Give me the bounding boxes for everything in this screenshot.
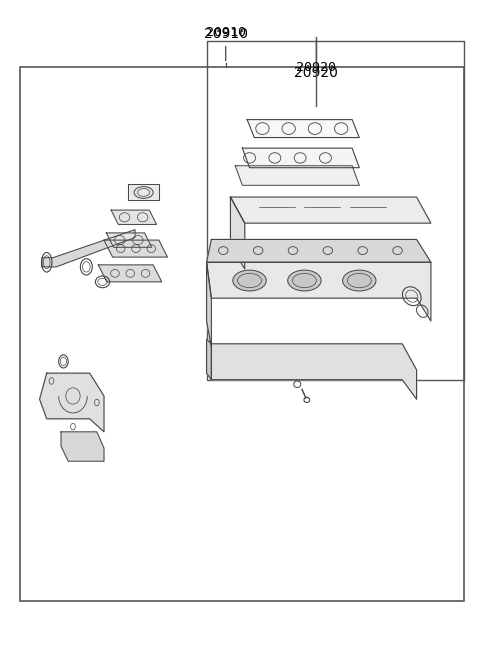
Polygon shape	[128, 184, 159, 200]
Polygon shape	[61, 432, 104, 461]
Text: 20910: 20910	[206, 26, 246, 39]
Polygon shape	[107, 233, 152, 248]
Polygon shape	[242, 148, 360, 168]
Polygon shape	[235, 166, 360, 185]
Polygon shape	[206, 262, 431, 321]
Polygon shape	[39, 373, 104, 432]
Polygon shape	[211, 344, 417, 400]
Polygon shape	[206, 339, 211, 380]
Text: 20910: 20910	[204, 26, 248, 41]
Bar	[21, 67, 464, 601]
Ellipse shape	[343, 270, 376, 291]
Polygon shape	[104, 240, 168, 257]
Polygon shape	[206, 240, 431, 262]
Polygon shape	[230, 197, 245, 269]
Text: 20920: 20920	[296, 62, 336, 75]
Polygon shape	[206, 262, 211, 347]
Text: 20920: 20920	[294, 66, 338, 80]
Polygon shape	[247, 120, 360, 138]
Ellipse shape	[233, 270, 266, 291]
Polygon shape	[111, 210, 156, 225]
Bar	[206, 41, 464, 380]
Ellipse shape	[288, 270, 321, 291]
Polygon shape	[98, 265, 162, 282]
Polygon shape	[42, 230, 135, 267]
Polygon shape	[230, 197, 431, 223]
